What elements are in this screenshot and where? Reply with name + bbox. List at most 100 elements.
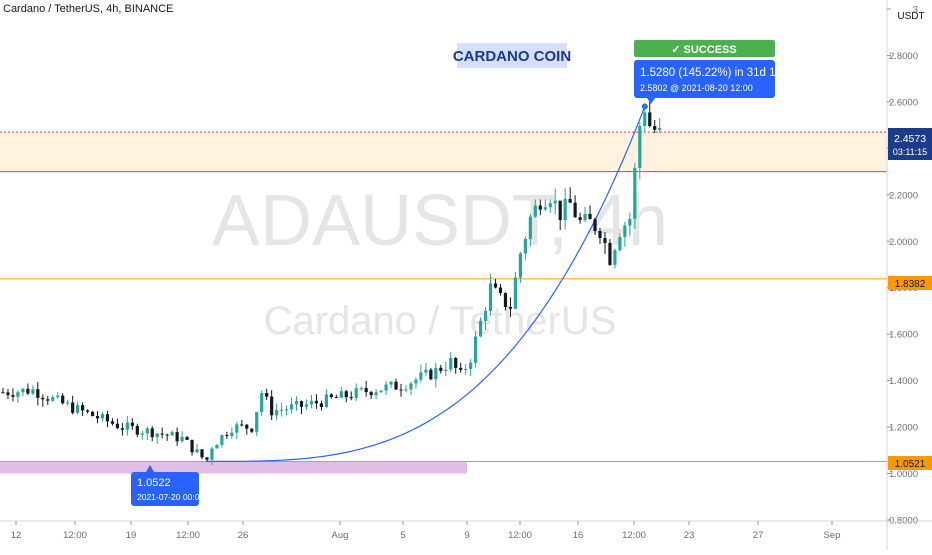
candle-body <box>628 218 632 226</box>
candle-body <box>349 397 353 399</box>
candle-body <box>464 368 468 370</box>
candle-body <box>125 422 129 430</box>
candle-body <box>294 401 299 405</box>
candle-body <box>270 396 274 416</box>
candle-body <box>653 126 657 130</box>
candle-body <box>299 401 304 407</box>
candle-body <box>414 379 418 384</box>
candle-body <box>344 391 348 398</box>
candle-body <box>280 409 284 411</box>
candle-body <box>379 390 383 393</box>
candle-body <box>324 394 328 407</box>
candle-body <box>359 388 363 390</box>
candle-body <box>424 369 428 373</box>
candle-body <box>165 434 169 436</box>
candle-body <box>498 287 503 294</box>
candle-body <box>135 425 139 435</box>
success-text: ✓ SUCCESS <box>671 44 736 56</box>
candle-body <box>404 389 408 391</box>
candles-layer <box>1 99 662 465</box>
candle-body <box>354 388 358 398</box>
candle-body <box>61 395 65 404</box>
candle-body <box>145 428 149 434</box>
candle-body <box>210 448 214 460</box>
candle-body <box>573 202 577 218</box>
x-tick-label: Sep <box>824 530 841 541</box>
candle-body <box>454 358 458 368</box>
candle-body <box>518 253 522 278</box>
candle-body <box>583 214 587 221</box>
candle-body <box>160 433 164 435</box>
callout-top-line1: 1.5280 (145.22%) in 31d 12h <box>640 67 788 79</box>
annotation-box[interactable] <box>457 43 567 68</box>
x-tick-label: 27 <box>753 530 764 541</box>
y-tick-label: 1.0000 <box>889 469 918 480</box>
candle-body <box>613 250 617 265</box>
candle-body <box>284 409 289 411</box>
callout-bottom-line2: 2021-07-20 00:00 <box>137 492 204 502</box>
candle-body <box>479 320 483 337</box>
candle-body <box>523 239 527 254</box>
callout-top-line2: 2.5802 @ 2021-08-20 12:00 <box>640 83 753 93</box>
currency-label: USDT <box>897 11 924 22</box>
candle-body <box>459 367 463 370</box>
candle-body <box>200 449 204 458</box>
candle-body <box>260 393 264 412</box>
candle-body <box>434 367 438 380</box>
candle-body <box>633 167 637 219</box>
x-tick-label: 12:00 <box>63 530 87 541</box>
measure-arc <box>207 106 646 462</box>
candle-body <box>309 400 314 405</box>
x-tick-label: 26 <box>238 530 249 541</box>
candle-body <box>230 432 234 437</box>
candle-body <box>120 428 124 430</box>
candle-body <box>419 372 423 380</box>
symbol-header[interactable]: Cardano / TetherUS, 4h, BINANCE <box>3 3 174 15</box>
candle-body <box>1 392 5 394</box>
success-badge[interactable] <box>634 40 775 57</box>
y-tick-label: 2.0000 <box>889 237 918 248</box>
candle-body <box>558 200 562 220</box>
candle-body <box>71 402 75 413</box>
x-tick-label: 19 <box>126 530 137 541</box>
levels-layer <box>0 131 887 462</box>
candle-body <box>115 423 120 429</box>
last-price-label: 2.4573 <box>894 133 926 145</box>
candle-body <box>150 428 154 438</box>
candle-body <box>66 402 70 404</box>
x-axis[interactable]: 12 12:00 19 12:00 26 Aug 5 9 12:00 16 12:00 23 27 Sep <box>11 521 841 541</box>
candle-body <box>623 225 627 238</box>
candle-body <box>250 428 254 432</box>
x-tick-label: 5 <box>400 530 405 541</box>
candle-body <box>180 436 184 442</box>
callout-top-box[interactable] <box>634 60 775 98</box>
candle-body <box>364 388 368 393</box>
candle-body <box>195 449 199 453</box>
candle-body <box>648 112 652 127</box>
candle-body <box>409 383 413 390</box>
resistance-zone <box>0 132 887 172</box>
candle-body <box>603 238 607 243</box>
candle-body <box>568 198 572 203</box>
candle-body <box>314 400 319 404</box>
candle-body <box>638 125 642 168</box>
candle-body <box>339 391 343 398</box>
x-tick-label: 12:00 <box>176 530 200 541</box>
callout-bottom-line1: 1.0522 <box>137 477 171 489</box>
candle-body <box>11 395 15 397</box>
y-tick-label: 1.4000 <box>889 376 918 387</box>
candle-body <box>289 404 294 410</box>
candle-body <box>598 231 602 239</box>
candle-body <box>538 205 542 210</box>
level-mid-label: 1.8382 <box>895 279 926 290</box>
candle-body <box>31 389 35 394</box>
callout-bottom-box[interactable] <box>131 472 199 506</box>
candle-body <box>643 112 647 126</box>
support-zone <box>0 461 467 474</box>
x-tick-label: 12:00 <box>622 530 646 541</box>
candle-body <box>130 422 134 426</box>
y-tick-label: 3 <box>913 5 918 16</box>
x-tick-label: 12:00 <box>508 530 532 541</box>
